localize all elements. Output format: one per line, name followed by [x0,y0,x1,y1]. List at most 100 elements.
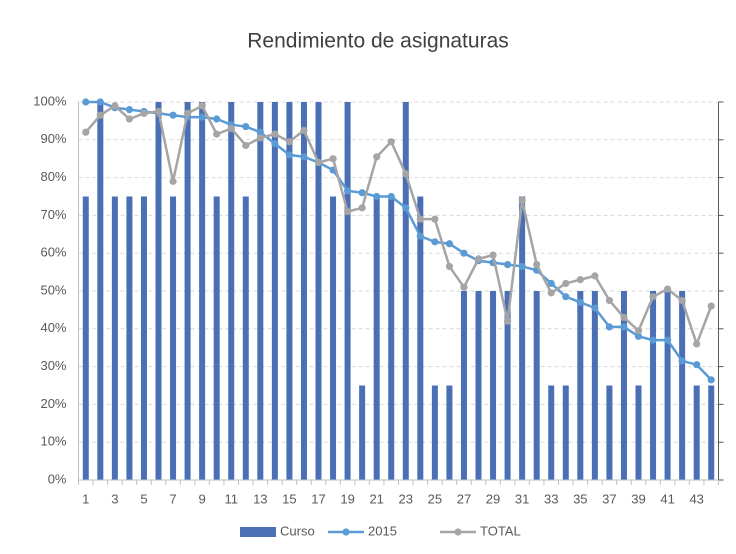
y-tick-label: 50% [40,282,66,297]
point [707,376,715,384]
bar [300,102,307,480]
point [111,102,119,110]
x-tick-label: 7 [169,491,176,506]
point [693,340,701,348]
x-tick-label: 39 [631,491,645,506]
bar [111,196,118,480]
point [707,302,715,310]
y-tick-label: 0% [48,471,67,486]
point [591,304,599,312]
x-tick-label: 23 [399,491,413,506]
point [605,296,614,305]
point [256,134,264,142]
bar [315,102,322,480]
bar [548,385,555,480]
x-tick-label: 9 [199,491,206,506]
point [503,317,512,325]
point [562,279,570,288]
point [503,260,512,269]
bar [562,385,569,480]
point [242,122,250,131]
point [620,313,628,322]
bar [199,102,206,480]
point [693,361,701,369]
bar [606,385,613,480]
bar [475,291,482,480]
point [329,155,337,163]
bar [213,196,220,480]
chart-title: Rendimiento de asignaturas [247,30,509,53]
point [256,128,264,136]
bar [679,291,686,480]
point [343,208,352,216]
point [387,138,395,146]
bar [664,291,671,480]
point [314,158,323,167]
x-tick-label: 11 [224,491,238,506]
x-tick-label: 1 [82,491,89,506]
x-tick-label: 17 [311,491,325,506]
bar [650,291,657,480]
bar [490,291,497,480]
bar [460,291,467,480]
x-tick-label: 29 [486,491,500,506]
bar [359,385,366,480]
bar [620,291,627,480]
point [300,126,308,134]
x-tick-label: 35 [573,491,587,506]
bar [286,102,293,480]
point [271,139,279,148]
point [518,196,526,204]
point [416,215,424,223]
bar [97,102,104,480]
point [183,109,192,117]
x-tick-label: 33 [544,491,558,506]
bar [519,196,526,480]
point [591,272,599,280]
point [140,109,148,117]
y-tick-label: 30% [40,358,66,373]
x-tick-label: 27 [457,491,471,506]
point [227,124,235,133]
x-tick-label: 5 [140,491,147,506]
bar [257,102,264,480]
bar [82,196,89,480]
point [562,293,570,301]
point [474,255,483,263]
x-tick-label: 31 [515,491,529,506]
point [285,151,294,159]
bar [431,385,438,480]
legend-swatch [454,528,462,536]
bar [140,196,147,480]
y-tick-label: 100% [33,93,67,108]
point [285,138,294,146]
bar [635,385,642,480]
point [663,336,672,344]
point [198,113,206,121]
bar [533,291,540,480]
x-tick-label: 3 [111,491,118,506]
bar [344,102,351,480]
legend-label: Curso [280,523,315,538]
bar [271,102,278,480]
bar [184,102,191,480]
point [82,98,90,106]
x-tick-label: 37 [602,491,616,506]
legend-label: 2015 [368,523,397,538]
point [678,357,686,365]
legend-swatch [342,528,350,536]
x-tick-label: 19 [340,491,354,506]
point [533,260,541,269]
bar [126,196,133,480]
x-tick-label: 21 [369,491,383,506]
x-tick-label: 41 [660,491,674,506]
y-tick-label: 80% [40,169,66,184]
y-tick-label: 20% [40,396,66,411]
point [373,153,381,161]
point [489,251,497,259]
y-tick-label: 40% [40,320,66,335]
point [547,279,555,288]
point [169,111,177,119]
bar [155,102,162,480]
